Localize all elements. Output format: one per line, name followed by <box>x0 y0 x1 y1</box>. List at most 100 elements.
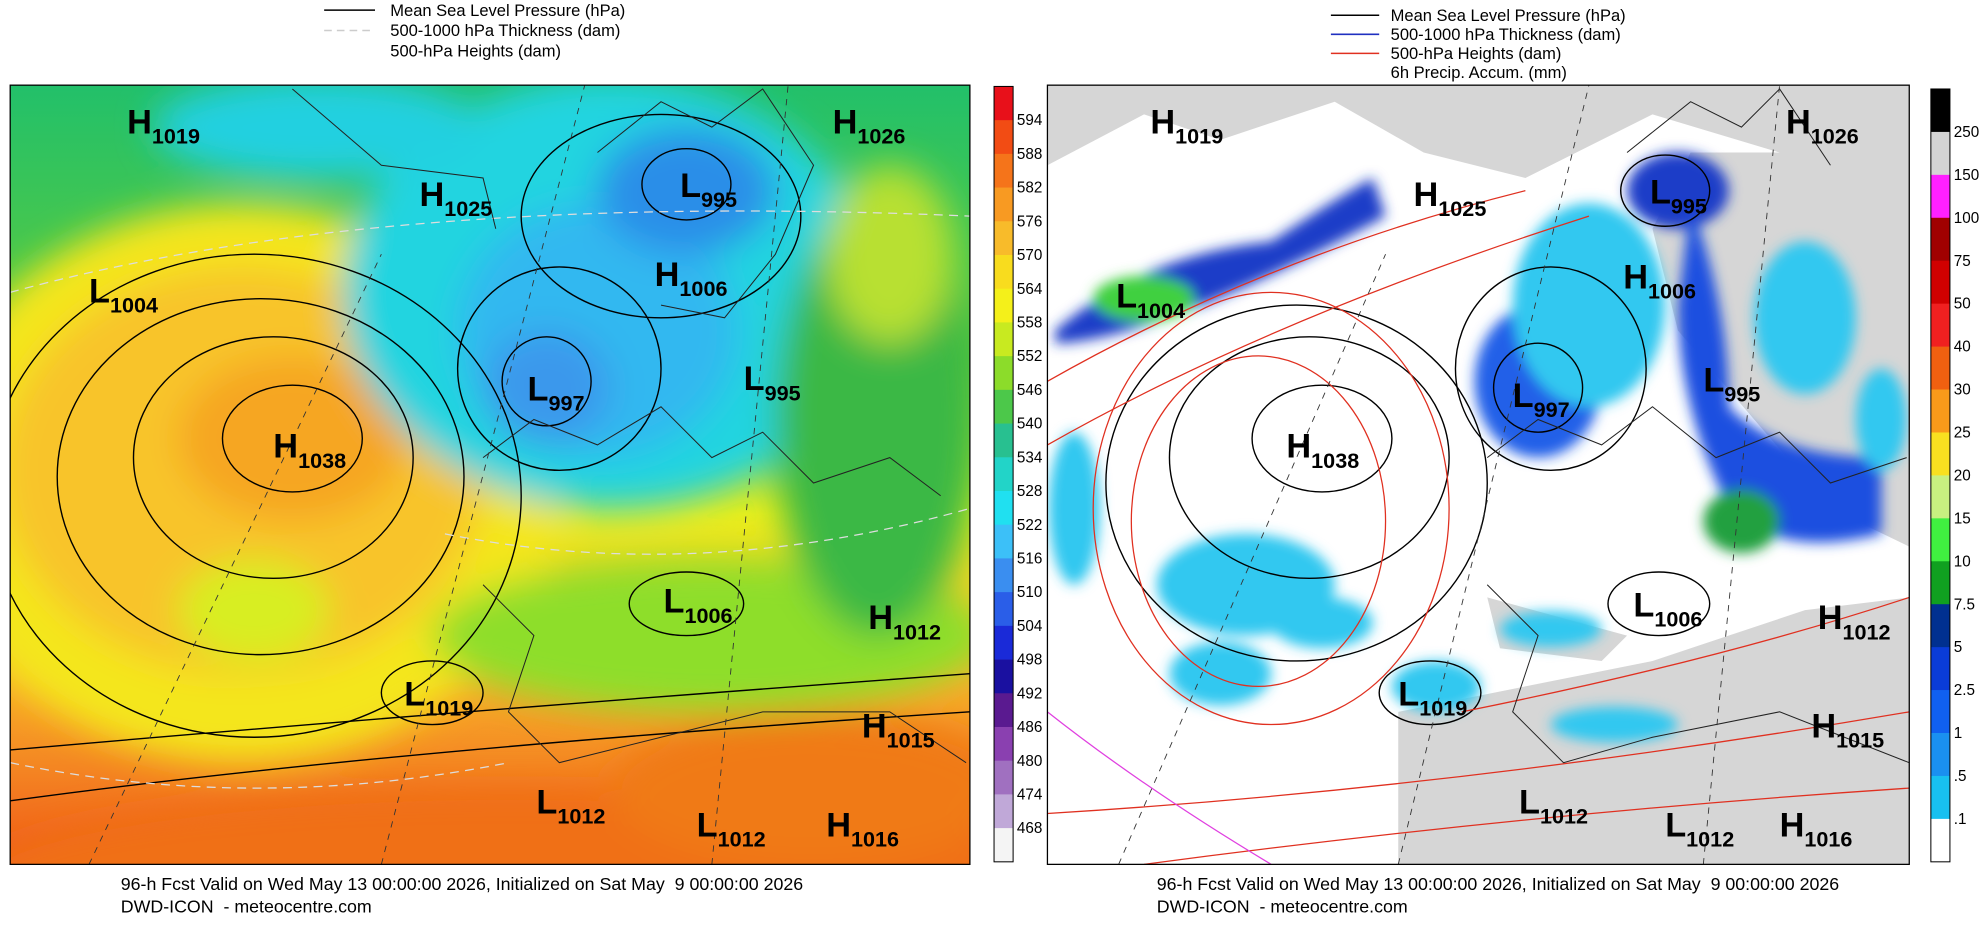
center-kind: H <box>1786 103 1811 141</box>
center-value: 1012 <box>1686 827 1734 852</box>
colorbar-band <box>994 389 1014 424</box>
center-value: 1012 <box>893 619 941 644</box>
colorbar-label: 540 <box>1017 416 1042 433</box>
colorbar-band <box>994 490 1014 526</box>
map-ellipse <box>1703 489 1780 553</box>
footer-line: 96-h Fcst Valid on Wed May 13 00:00:00 2… <box>1157 874 1839 894</box>
center-kind: H <box>862 707 887 745</box>
center-kind: L <box>1513 377 1534 415</box>
map-ellipse <box>1620 154 1711 227</box>
pressure-center: H1026 <box>1786 103 1859 148</box>
center-kind: H <box>419 176 444 214</box>
colorbar-band <box>994 153 1014 188</box>
center-kind: H <box>127 103 152 141</box>
map-ellipse <box>1093 275 1195 322</box>
map-path <box>1047 85 1910 178</box>
center-value: 1019 <box>1175 124 1223 149</box>
center-value: 1012 <box>557 804 605 829</box>
center-value: 995 <box>1724 382 1760 407</box>
pressure-center: L1019 <box>1398 675 1467 720</box>
colorbar-band <box>1930 561 1950 605</box>
center-value: 1016 <box>851 827 899 852</box>
center-kind: H <box>1150 103 1175 141</box>
map-ellipse <box>610 711 970 865</box>
colorbar-label: 20 <box>1954 467 1971 484</box>
colorbar-label: 25 <box>1954 425 1971 442</box>
colorbar-label: 558 <box>1017 315 1042 332</box>
colorbar-label: 504 <box>1017 618 1043 635</box>
center-value: 1006 <box>1648 279 1696 304</box>
pressure-center: L1019 <box>404 675 473 720</box>
colorbar-band <box>994 322 1014 357</box>
colorbar-band <box>994 592 1014 627</box>
colorbar-label: 10 <box>1954 553 1971 570</box>
colorbar-label: 510 <box>1017 584 1042 601</box>
pressure-center: H1019 <box>127 103 200 148</box>
center-value: 1038 <box>298 448 346 473</box>
center-kind: H <box>833 103 858 141</box>
map-g <box>292 88 967 764</box>
map-path <box>1047 711 1910 815</box>
colorbar-band <box>994 558 1014 593</box>
pressure-center: L995 <box>1650 173 1707 218</box>
center-value: 1015 <box>1836 727 1884 752</box>
map-ellipse <box>1130 355 1387 688</box>
colorbar-band <box>994 760 1014 795</box>
map-ellipse <box>1754 241 1856 395</box>
center-value: 1026 <box>1811 124 1859 149</box>
center-value: 1012 <box>1843 619 1891 644</box>
colorbar-band <box>994 254 1014 290</box>
map-path <box>10 210 970 293</box>
left-map <box>10 85 970 865</box>
center-kind: L <box>664 583 685 621</box>
pressure-center: H1012 <box>868 599 941 644</box>
colorbar-band <box>1930 217 1950 262</box>
pressure-center: H1025 <box>1414 176 1487 221</box>
center-kind: H <box>826 806 851 844</box>
center-value: 1016 <box>1804 827 1852 852</box>
map-g <box>10 113 970 802</box>
colorbar-band <box>994 457 1014 492</box>
center-value: 1006 <box>685 603 733 628</box>
map-ellipse <box>1048 432 1100 585</box>
map-line <box>1118 254 1386 865</box>
legend-label: 500-hPa Heights (dam) <box>1391 44 1562 63</box>
pressure-center: H1025 <box>419 176 492 221</box>
colorbar-band <box>994 659 1014 694</box>
map-ellipse <box>221 384 363 493</box>
legend-label: 500-1000 hPa Thickness (dam) <box>1391 25 1621 44</box>
map-rect <box>9 84 971 866</box>
map-ellipse <box>1391 660 1481 712</box>
center-value: 1012 <box>718 827 766 852</box>
center-value: 997 <box>1534 397 1570 422</box>
center-value: 1025 <box>1438 196 1486 221</box>
map-path <box>1486 406 1907 484</box>
map-ellipse <box>1499 611 1602 648</box>
colorbar-label: 480 <box>1017 753 1042 770</box>
map-path <box>482 406 941 497</box>
colorbar-band <box>1930 518 1950 562</box>
legend-label: 6h Precip. Accum. (mm) <box>1391 63 1567 82</box>
map-path <box>10 762 509 789</box>
colorbar-label: 498 <box>1017 652 1042 669</box>
center-kind: L <box>1633 586 1654 624</box>
colorbar-band <box>1930 131 1950 176</box>
colorbar-band <box>994 693 1014 728</box>
map-ellipse <box>1251 384 1393 493</box>
map-path <box>1461 596 1910 713</box>
pressure-center: H1019 <box>1150 103 1223 148</box>
pressure-center: L997 <box>528 370 585 415</box>
center-value: 1038 <box>1311 448 1359 473</box>
colorbar-band <box>1930 690 1950 734</box>
pressure-center: L1012 <box>697 806 766 851</box>
map-ellipse <box>152 85 483 178</box>
colorbar-label: 528 <box>1017 483 1042 500</box>
pressure-center: L1006 <box>1633 586 1702 631</box>
colorbar-label: 570 <box>1017 247 1042 264</box>
legend-label: 500-hPa Heights (dam) <box>390 42 561 61</box>
pressure-center: H1016 <box>826 806 899 851</box>
colorbar-band <box>1930 604 1950 648</box>
right-map <box>1047 85 1910 865</box>
map-ellipse <box>1378 660 1482 726</box>
